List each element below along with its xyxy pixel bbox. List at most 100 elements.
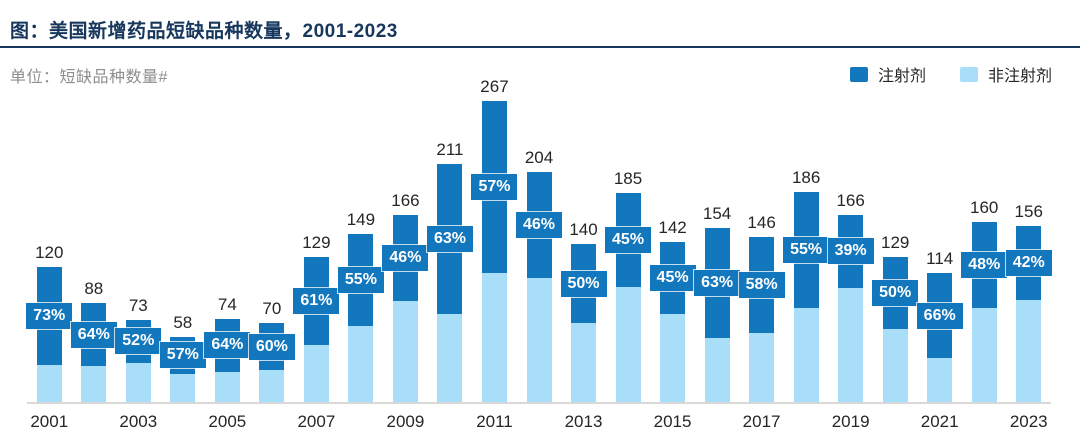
bar-2022	[971, 221, 997, 402]
bar-2011	[481, 101, 507, 402]
bar-2008	[348, 234, 374, 402]
x-tick-2011: 2011	[476, 412, 513, 431]
segment-non-injection	[749, 332, 775, 402]
total-label-2010: 211	[436, 140, 464, 160]
x-tick-2005: 2005	[208, 412, 247, 431]
x-tick-2021: 2021	[920, 412, 959, 431]
total-label-2023: 156	[1014, 202, 1043, 222]
x-tick-2003: 2003	[119, 412, 158, 431]
bar-2014	[615, 193, 641, 402]
x-tick-2023: 2023	[1009, 412, 1048, 431]
x-tick-2019: 2019	[831, 412, 870, 431]
pct-label-2004: 57%	[159, 342, 206, 369]
bar-2010	[437, 164, 463, 402]
pct-label-2010: 63%	[426, 226, 473, 253]
total-label-2020: 129	[880, 232, 910, 252]
bar-2012	[526, 172, 552, 402]
bar-2009	[392, 214, 418, 402]
bar-2013	[571, 244, 597, 402]
total-label-2006: 70	[262, 299, 282, 319]
total-label-2007: 129	[302, 232, 331, 252]
segment-non-injection	[81, 366, 107, 402]
segment-non-injection	[259, 370, 285, 402]
pct-label-2009: 46%	[382, 244, 429, 271]
stacked-bar-chart: 120 73% 2001 88 64% 73 52% 2003 58 57% 74 64% 2005 70…	[26, 77, 1052, 431]
segment-non-injection	[660, 313, 686, 402]
segment-non-injection	[971, 308, 997, 402]
segment-non-injection	[1016, 300, 1042, 402]
segment-non-injection	[303, 345, 329, 402]
bar-2005	[214, 318, 240, 402]
pct-label-2002: 64%	[70, 321, 117, 348]
segment-non-injection	[348, 326, 374, 402]
segment-non-injection	[882, 329, 908, 402]
bar-2016	[704, 228, 730, 402]
total-label-2018: 186	[791, 168, 821, 188]
total-label-2005: 74	[217, 294, 237, 314]
bar-2020	[882, 256, 908, 402]
pct-label-2005: 64%	[204, 332, 251, 359]
pct-label-2006: 60%	[248, 333, 295, 360]
pct-label-2001: 73%	[26, 303, 73, 330]
total-label-2001: 120	[35, 242, 64, 262]
x-tick-2015: 2015	[653, 412, 692, 431]
total-label-2004: 58	[173, 312, 193, 332]
segment-non-injection	[615, 287, 641, 402]
segment-non-injection	[838, 287, 864, 402]
pct-label-2023: 42%	[1005, 250, 1052, 277]
bar-2015	[660, 241, 686, 402]
pct-label-2021: 66%	[916, 302, 963, 329]
pct-label-2011: 57%	[471, 173, 518, 200]
bar-2007	[303, 256, 329, 402]
total-label-2015: 142	[658, 217, 687, 237]
total-label-2013: 140	[569, 220, 598, 240]
pct-label-2019: 39%	[827, 238, 874, 265]
segment-non-injection	[214, 371, 240, 402]
pct-label-2016: 63%	[694, 270, 741, 297]
segment-non-injection	[571, 323, 597, 402]
total-label-2009: 166	[391, 190, 420, 210]
segment-non-injection	[125, 362, 151, 402]
segment-non-injection	[437, 314, 463, 402]
legend-label-non-injection: 非注射剂	[987, 68, 1052, 85]
legend-swatch-non-injection	[959, 66, 978, 82]
pct-label-2020: 50%	[872, 279, 919, 306]
total-label-2003: 73	[128, 295, 148, 315]
title-divider	[0, 46, 1080, 48]
total-label-2019: 166	[836, 190, 865, 210]
total-label-2016: 154	[702, 204, 732, 224]
total-label-2002: 88	[84, 278, 104, 298]
total-label-2011: 267	[480, 77, 509, 96]
legend-label-injection: 注射剂	[877, 68, 926, 85]
total-label-2017: 146	[747, 213, 776, 233]
x-tick-2013: 2013	[564, 412, 603, 431]
total-label-2012: 204	[524, 148, 554, 168]
unit-label: 单位：短缺品种数量#	[10, 69, 168, 86]
segment-non-injection	[526, 277, 552, 402]
pct-label-2015: 45%	[649, 264, 696, 291]
bar-2018	[793, 192, 819, 402]
segment-non-injection	[481, 272, 507, 402]
total-label-2014: 185	[613, 169, 643, 189]
pct-label-2014: 45%	[605, 227, 652, 254]
bar-2017	[749, 237, 775, 402]
total-label-2008: 149	[346, 210, 376, 230]
x-tick-2001: 2001	[30, 412, 69, 431]
pct-label-2012: 46%	[516, 211, 562, 238]
pct-label-2008: 55%	[337, 267, 384, 294]
total-label-2022: 160	[970, 197, 999, 217]
pct-label-2013: 50%	[560, 270, 607, 297]
segment-non-injection	[36, 365, 62, 402]
bar-2002	[81, 302, 107, 402]
bar-2021	[927, 273, 953, 402]
legend-swatch-injection	[849, 66, 868, 82]
segment-non-injection	[170, 373, 196, 402]
x-tick-2007: 2007	[297, 412, 336, 431]
page-title: 图：美国新增药品短缺品种数量，2001-2023	[10, 21, 398, 42]
legend: 注射剂 非注射剂	[849, 62, 1052, 86]
x-tick-2009: 2009	[386, 412, 425, 431]
pct-label-2017: 58%	[738, 272, 785, 299]
segment-non-injection	[704, 337, 730, 402]
segment-non-injection	[793, 307, 819, 402]
